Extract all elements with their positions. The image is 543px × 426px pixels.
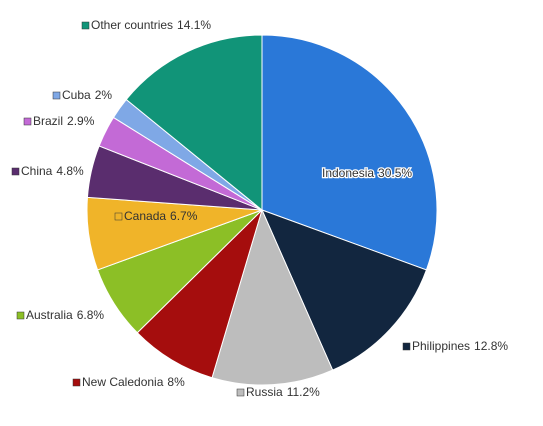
slice-label-value: 4.8% (56, 164, 84, 178)
legend-swatch (402, 342, 411, 351)
slice-label-name: Brazil (33, 114, 63, 128)
slice-label-value: 2.9% (67, 114, 95, 128)
slice-label-name: Russia (246, 385, 283, 399)
slice-label: New Caledonia 8% (82, 375, 185, 389)
legend-swatch (114, 212, 123, 221)
slice-label-value: 30.5% (378, 166, 412, 180)
slice-label-value: 6.8% (77, 308, 105, 322)
legend-swatch (81, 21, 90, 30)
pie-slice (261, 209, 428, 371)
slice-label-value: 6.7% (170, 209, 198, 223)
slice-label-name: Canada (124, 209, 166, 223)
slice-label: Cuba 2% (62, 88, 112, 102)
slice-label-name: New Caledonia (82, 375, 164, 389)
slice-label: Australia 6.8% (26, 308, 104, 322)
legend-swatch (11, 167, 20, 176)
legend-swatch (23, 117, 32, 126)
legend-swatch (16, 311, 25, 320)
slice-label-name: Philippines (412, 339, 470, 353)
legend-swatch (52, 91, 61, 100)
slice-label: Russia 11.2% (246, 385, 320, 399)
slice-label-value: 2% (95, 88, 113, 102)
slice-label: Philippines 12.8% (412, 339, 508, 353)
slice-label: Indonesia 30.5% (322, 166, 412, 180)
slice-label-value: 11.2% (287, 385, 320, 399)
pie-slice (211, 208, 334, 386)
slice-label: China 4.8% (21, 164, 84, 178)
slice-label-value: 12.8% (474, 339, 508, 353)
pie-slice (125, 34, 263, 212)
legend-swatch (72, 378, 81, 387)
slice-label-name: Cuba (62, 88, 91, 102)
slice-label-name: Other countries (91, 18, 173, 32)
slice-label-value: 14.1% (177, 18, 211, 32)
slice-label-name: Australia (26, 308, 73, 322)
slice-label: Brazil 2.9% (33, 114, 95, 128)
pie-slice (261, 34, 438, 271)
legend-swatch (236, 388, 245, 397)
slice-label-value: 8% (167, 375, 185, 389)
slice-label-name: China (21, 164, 53, 178)
slice-label: Other countries 14.1% (91, 18, 211, 32)
slice-label: Canada 6.7% (124, 209, 198, 223)
slice-label-name: Indonesia (322, 166, 374, 180)
